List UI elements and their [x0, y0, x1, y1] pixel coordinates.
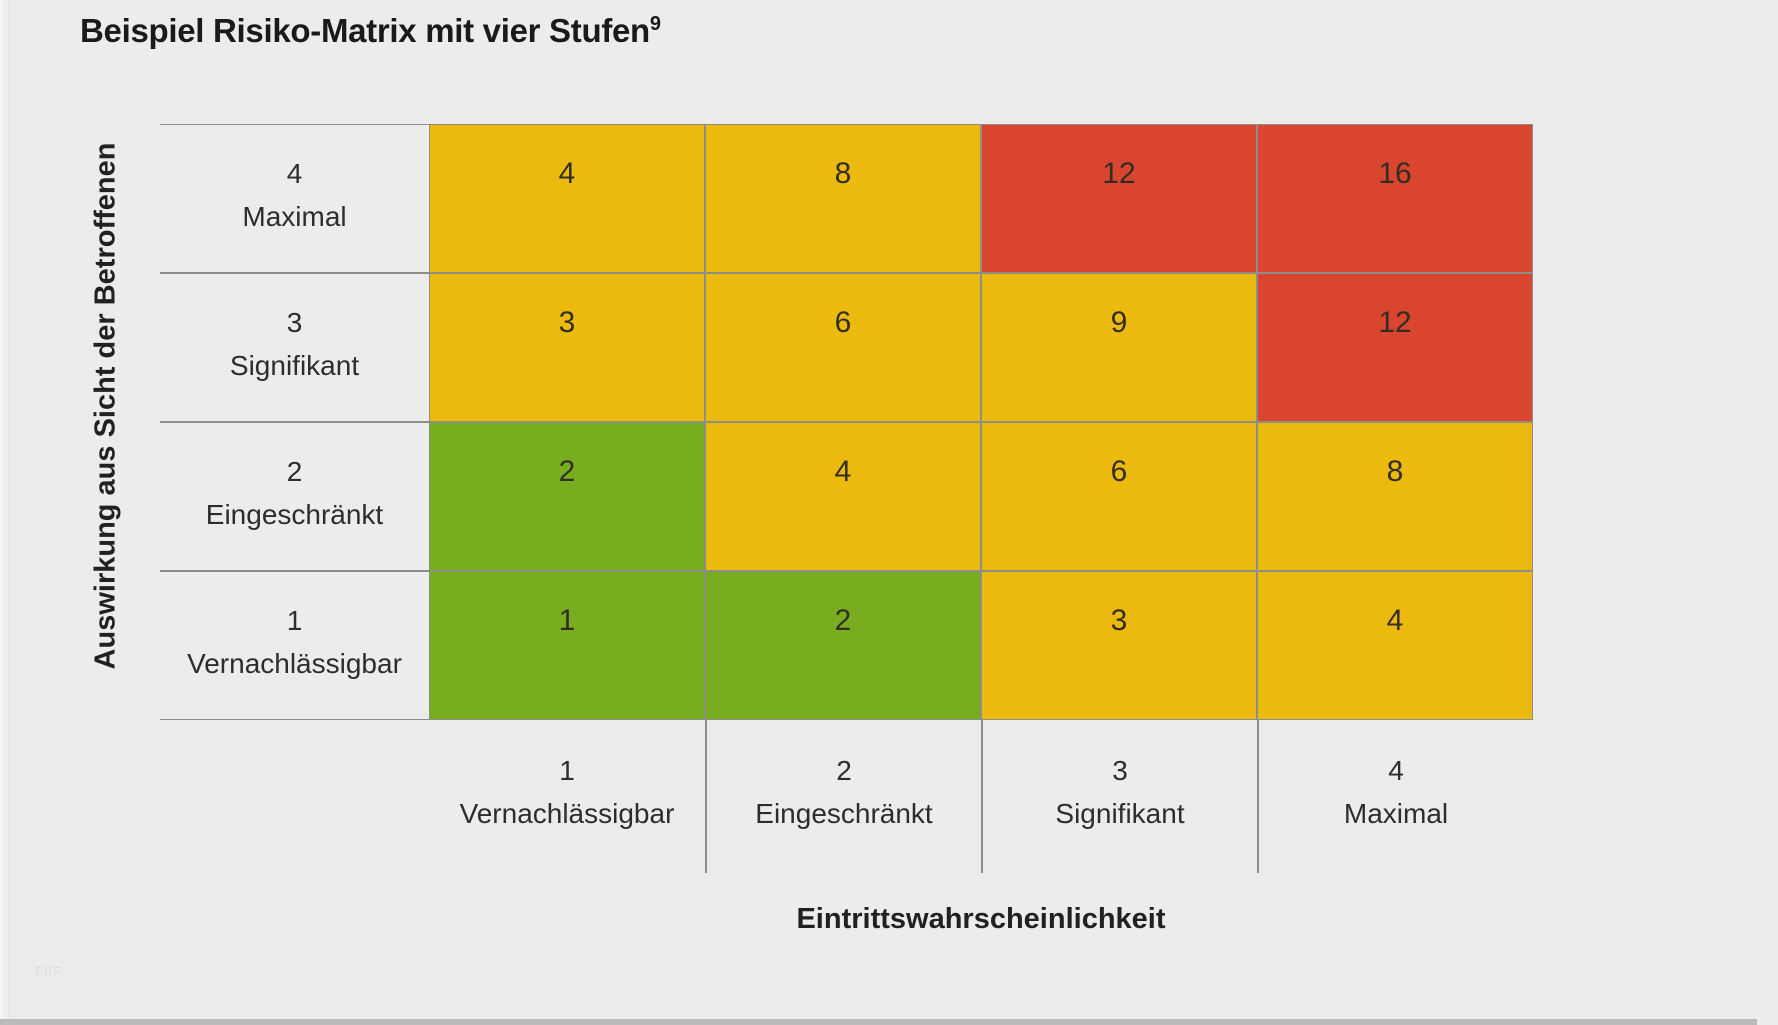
- row-label-vernachlaessigbar: 1 Vernachlässigbar: [160, 571, 429, 720]
- footnote-marker: 9: [649, 13, 661, 35]
- matrix-cell: 16: [1257, 124, 1533, 273]
- row-label-signifikant: 3 Signifikant: [160, 273, 429, 422]
- row-name: Vernachlässigbar: [187, 648, 402, 679]
- matrix-cell: 3: [981, 571, 1257, 720]
- left-edge-line: [0, 0, 9, 1025]
- y-axis-label: Auswirkung aus Sicht der Betroffenen: [89, 142, 122, 670]
- risk-matrix: 4 Maximal 4 8 12 16 3 Signifikant 3 6 9 …: [160, 124, 1533, 873]
- col-label-eingeschraenkt: 2 Eingeschränkt: [705, 720, 981, 873]
- matrix-cell: 6: [981, 422, 1257, 571]
- matrix-cell: 1: [429, 571, 705, 720]
- matrix-cell: 2: [429, 422, 705, 571]
- matrix-cell: 4: [429, 124, 705, 273]
- col-name: Signifikant: [1055, 798, 1185, 829]
- row-label-eingeschraenkt: 2 Eingeschränkt: [160, 422, 429, 571]
- col-level: 3: [1112, 755, 1128, 786]
- matrix-cell: 9: [981, 273, 1257, 422]
- matrix-cell: 12: [981, 124, 1257, 273]
- matrix-cell: 8: [705, 124, 981, 273]
- matrix-cell: 3: [429, 273, 705, 422]
- row-level: 4: [286, 158, 303, 189]
- col-name: Eingeschränkt: [755, 798, 933, 829]
- row-name: Maximal: [242, 201, 347, 232]
- matrix-cell: 4: [705, 422, 981, 571]
- watermark: FIfF: [35, 964, 63, 979]
- row-level: 2: [286, 456, 303, 487]
- col-label-maximal: 4 Maximal: [1257, 720, 1533, 873]
- row-name: Signifikant: [229, 350, 360, 381]
- matrix-cell: 6: [705, 273, 981, 422]
- page-title-text: Beispiel Risiko-Matrix mit vier Stufen: [80, 12, 650, 49]
- col-label-signifikant: 3 Signifikant: [981, 720, 1257, 873]
- matrix-cell: 8: [1257, 422, 1533, 571]
- row-label-maximal: 4 Maximal: [160, 124, 429, 273]
- col-name: Maximal: [1343, 798, 1449, 829]
- corner-spacer: [160, 720, 429, 873]
- bottom-bar: [0, 1019, 1757, 1025]
- x-axis-label: Eintrittswahrscheinlichkeit: [796, 903, 1166, 935]
- matrix-cell: 4: [1257, 571, 1533, 720]
- col-level: 4: [1388, 755, 1404, 786]
- col-name: Vernachlässigbar: [459, 798, 675, 829]
- matrix-cell: 2: [705, 571, 981, 720]
- col-level: 1: [559, 755, 575, 786]
- row-level: 3: [286, 307, 303, 338]
- page-title: Beispiel Risiko-Matrix mit vier Stufen9: [80, 12, 661, 50]
- row-name: Eingeschränkt: [205, 499, 384, 530]
- col-level: 2: [836, 755, 852, 786]
- col-label-vernachlaessigbar: 1 Vernachlässigbar: [429, 720, 705, 873]
- matrix-cell: 12: [1257, 273, 1533, 422]
- row-level: 1: [286, 605, 303, 636]
